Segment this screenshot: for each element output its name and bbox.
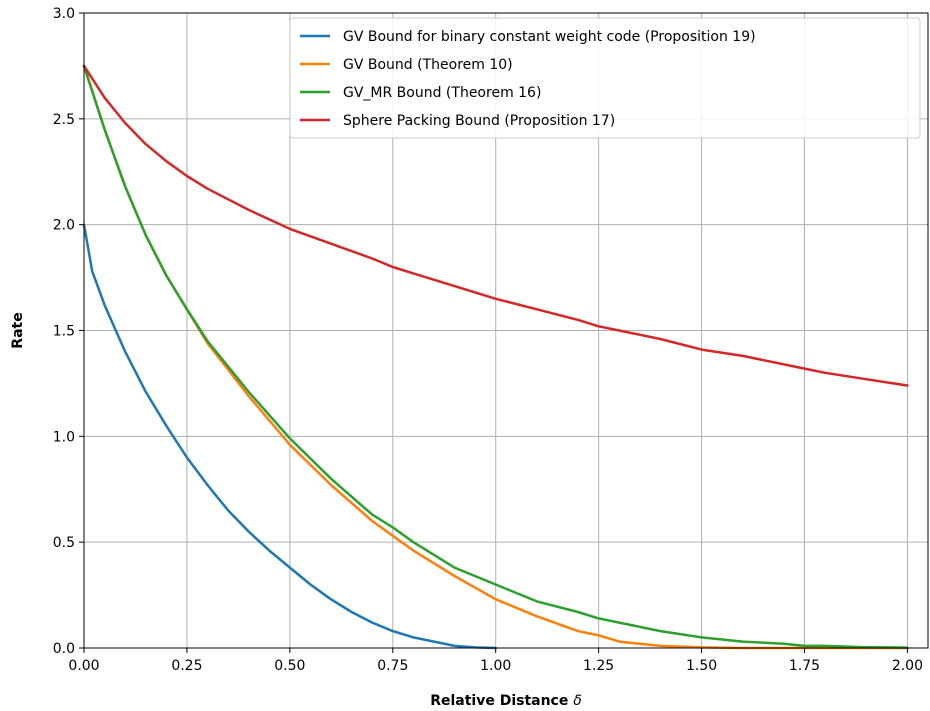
y-tick-label: 1.5 xyxy=(53,324,75,340)
x-axis-title: Relative Distance δ xyxy=(430,693,582,709)
y-tick-label: 3.0 xyxy=(53,6,75,22)
legend-label: Sphere Packing Bound (Proposition 17) xyxy=(343,113,615,129)
series-line-1 xyxy=(82,223,497,650)
series-line-4 xyxy=(82,64,909,387)
y-tick-label: 0.0 xyxy=(53,641,75,657)
x-tick-label: 0.50 xyxy=(274,658,305,674)
x-tick-label: 0.75 xyxy=(377,658,408,674)
x-tick-label: 0.25 xyxy=(171,658,202,674)
legend-label: GV Bound for binary constant weight code… xyxy=(343,29,756,45)
x-tick-label: 1.25 xyxy=(583,658,614,674)
y-axis-title: Rate xyxy=(10,312,26,348)
y-tick-label: 1.0 xyxy=(53,429,75,445)
y-tick-label: 0.5 xyxy=(53,535,75,551)
x-tick-label: 1.50 xyxy=(686,658,717,674)
x-axis: 0.00 0.25 0.50 0.75 1.00 1.25 1.50 1.75 2.00 xyxy=(68,648,923,674)
legend-label: GV_MR Bound (Theorem 16) xyxy=(343,85,541,101)
x-tick-label: 0.00 xyxy=(68,658,99,674)
legend-label: GV Bound (Theorem 10) xyxy=(343,57,513,73)
x-tick-label: 1.75 xyxy=(789,658,820,674)
y-tick-label: 2.5 xyxy=(53,112,75,128)
legend: GV Bound for binary constant weight code… xyxy=(289,17,921,139)
x-axis-title-symbol: δ xyxy=(573,693,582,709)
x-tick-label: 1.00 xyxy=(480,658,511,674)
x-axis-title-text: Relative Distance xyxy=(430,693,568,709)
x-tick-label: 2.00 xyxy=(892,658,923,674)
y-axis: 0.0 0.5 1.0 1.5 2.0 2.5 3.0 xyxy=(53,6,84,657)
y-tick-label: 2.0 xyxy=(53,218,75,234)
series-line-3 xyxy=(82,64,909,649)
legend-box xyxy=(289,17,921,139)
